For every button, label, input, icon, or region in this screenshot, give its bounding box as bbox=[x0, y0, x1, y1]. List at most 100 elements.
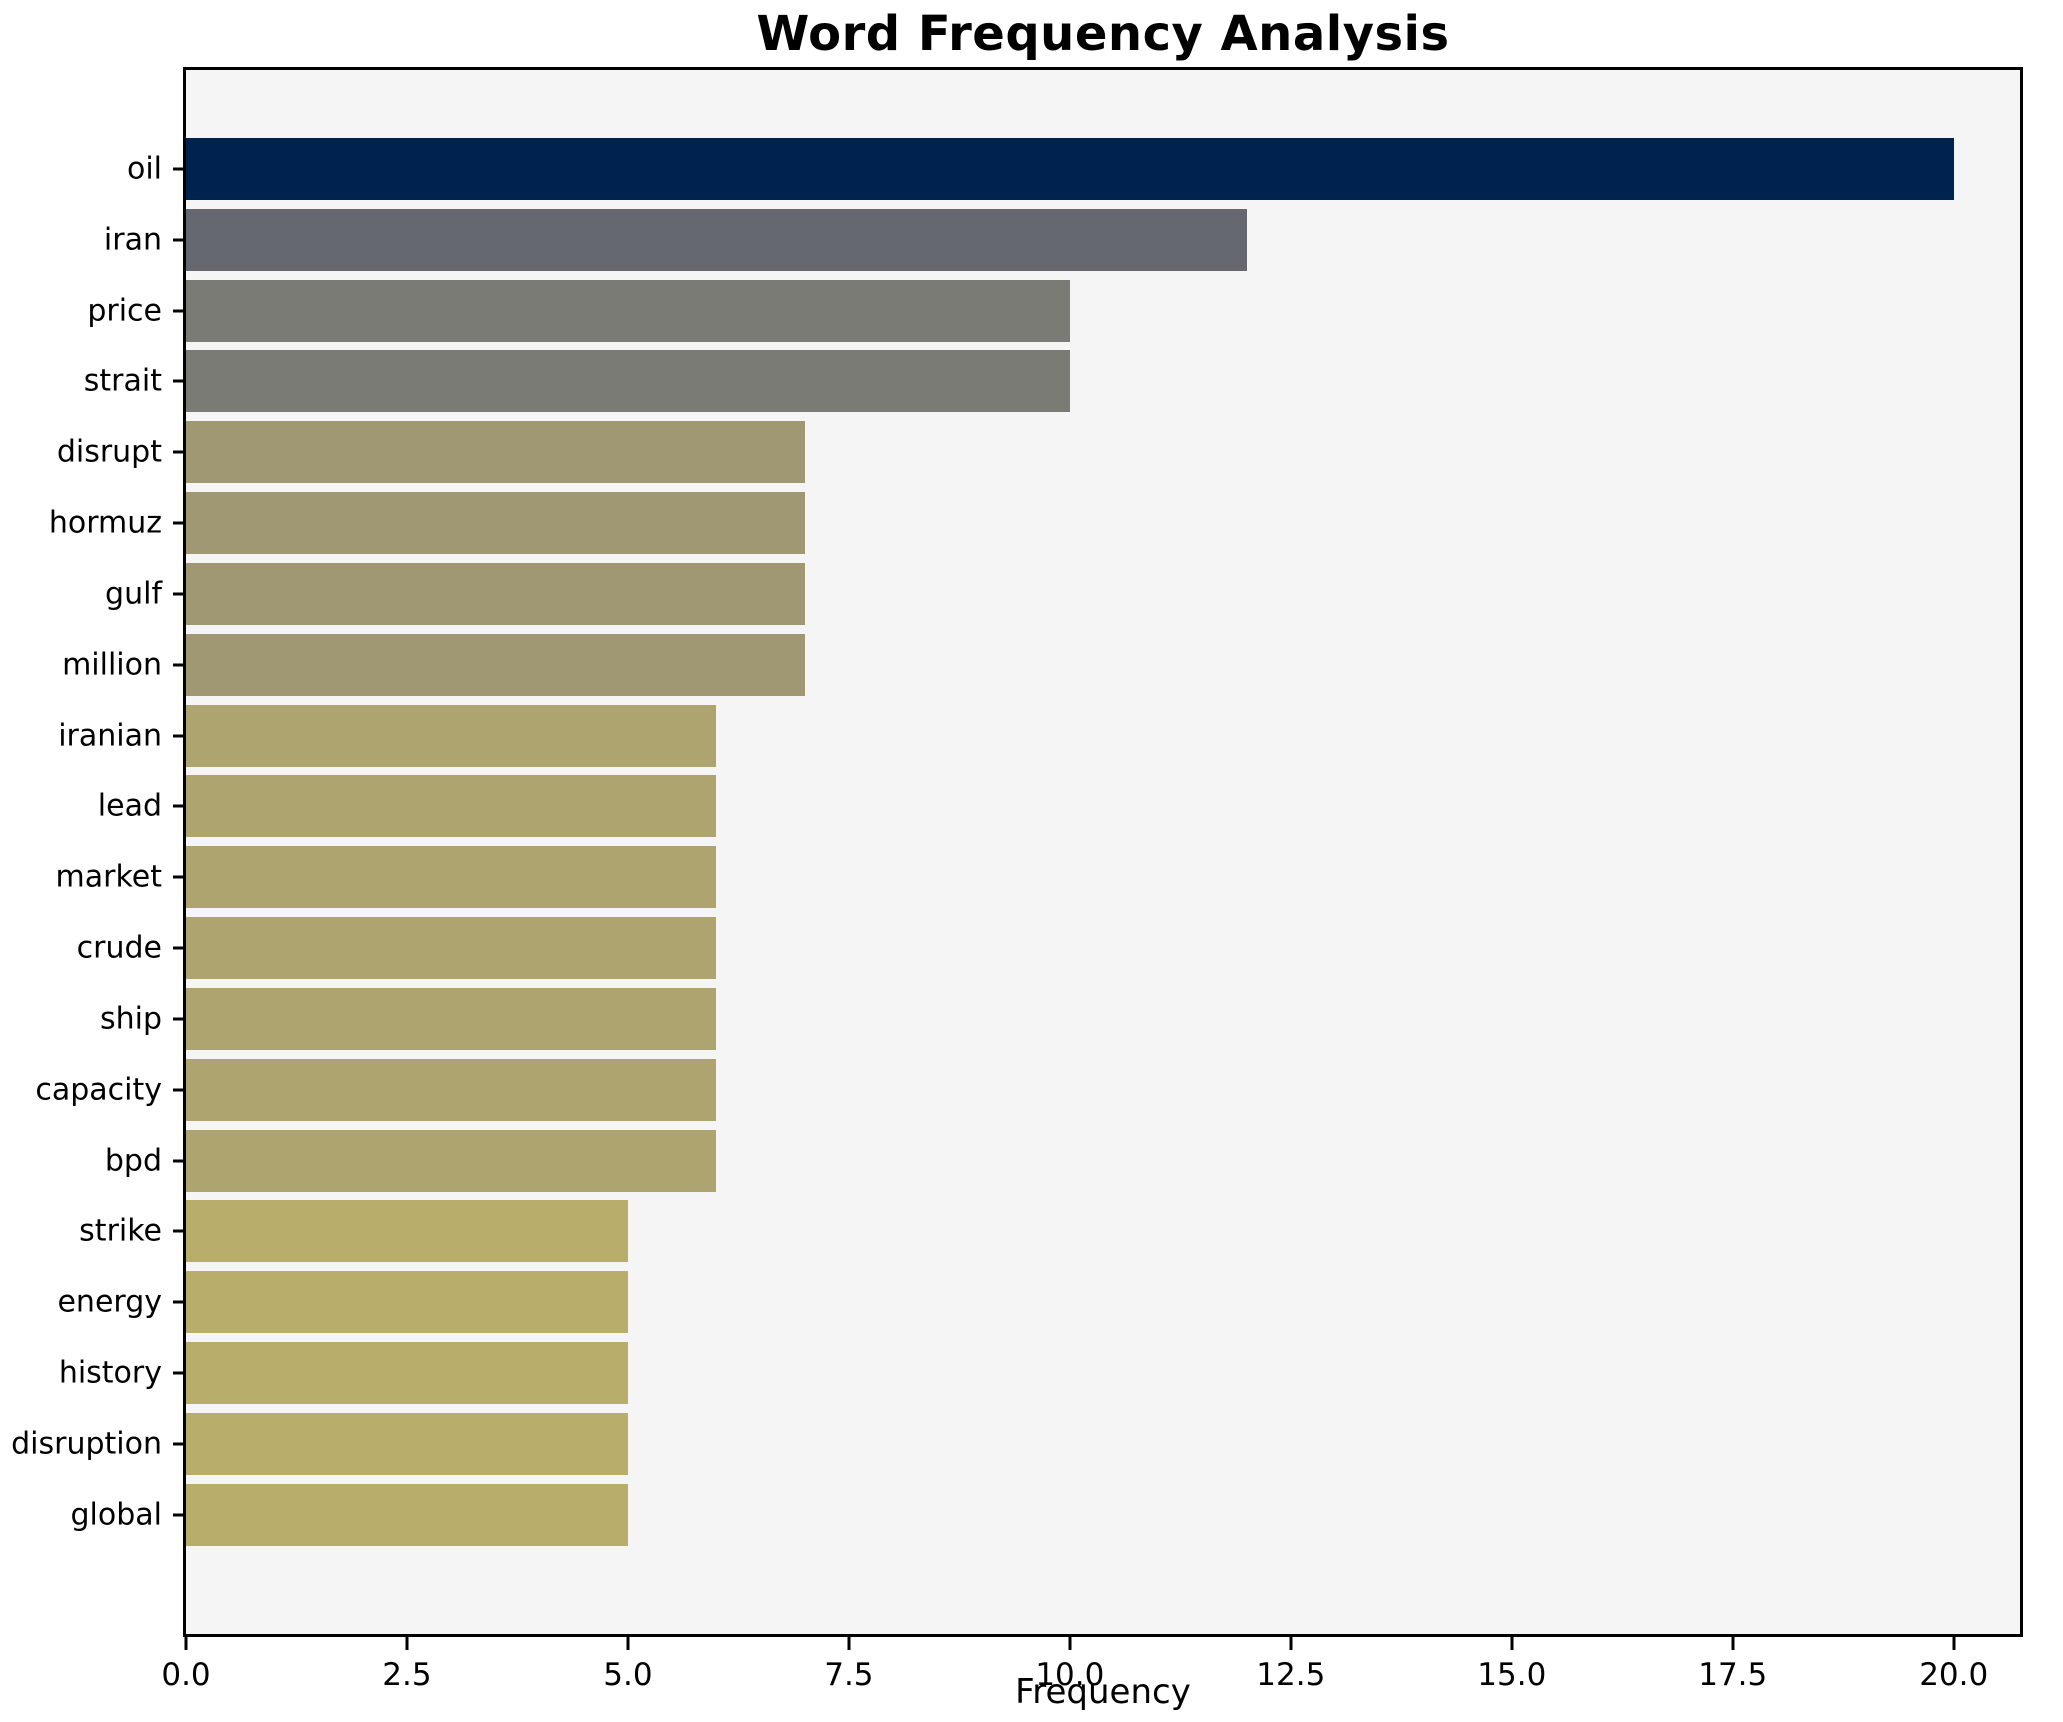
y-tick-label: oil bbox=[126, 151, 162, 187]
x-tick-label: 12.5 bbox=[1256, 1657, 1326, 1693]
y-tick-mark bbox=[173, 379, 186, 383]
x-axis: 0.0 2.5 5.0 7.5 10.0 12.5 15.0 17.5 20.0 bbox=[161, 1637, 2020, 1722]
y-tick-label: capacity bbox=[35, 1072, 162, 1108]
y-tick-label: history bbox=[58, 1355, 162, 1391]
x-tick-mark bbox=[1731, 1637, 1735, 1650]
bar bbox=[186, 562, 805, 625]
y-tick-label: global bbox=[70, 1497, 163, 1533]
y-tick-mark bbox=[173, 1159, 186, 1163]
y-tick-mark bbox=[173, 663, 186, 667]
bar-row: disrupt bbox=[57, 421, 2020, 484]
bar-row: iran bbox=[104, 208, 2020, 271]
x-tick-label: 2.5 bbox=[382, 1657, 432, 1693]
y-tick-mark bbox=[173, 734, 186, 738]
y-tick-mark bbox=[173, 804, 186, 808]
y-tick-mark bbox=[173, 592, 186, 596]
x-axis-label: Frequency bbox=[1015, 1672, 1191, 1712]
y-tick-label: price bbox=[87, 293, 162, 329]
bar bbox=[186, 987, 717, 1050]
bar bbox=[186, 1058, 717, 1121]
bar bbox=[186, 633, 805, 696]
y-tick-mark bbox=[173, 1229, 186, 1233]
y-tick-label: iran bbox=[103, 222, 162, 258]
x-tick-mark bbox=[1289, 1637, 1293, 1650]
bar-row: million bbox=[62, 633, 2020, 696]
y-tick-label: disrupt bbox=[56, 434, 162, 470]
x-tick-mark bbox=[626, 1637, 630, 1650]
bar bbox=[186, 1483, 628, 1546]
x-tick-label: 20.0 bbox=[1919, 1657, 1989, 1693]
bar-row: strait bbox=[84, 350, 2020, 413]
y-tick-label: disruption bbox=[11, 1426, 162, 1462]
bar-rows-container: oil iran price strait disrupt hormuz gulf milli… bbox=[11, 70, 2020, 1634]
x-tick-mark bbox=[1952, 1637, 1956, 1650]
bar-row: market bbox=[56, 846, 2020, 909]
x-tick-mark bbox=[1510, 1637, 1514, 1650]
bar bbox=[186, 1271, 628, 1334]
bar bbox=[186, 917, 717, 980]
y-tick-label: strait bbox=[83, 363, 162, 399]
bar bbox=[186, 1412, 628, 1475]
plot-area: oil iran price strait disrupt hormuz gulf milli… bbox=[11, 67, 2023, 1637]
y-tick-mark bbox=[173, 875, 186, 879]
y-tick-mark bbox=[173, 1300, 186, 1304]
y-tick-mark bbox=[173, 1371, 186, 1375]
bar-row: oil bbox=[127, 138, 2020, 200]
y-tick-label: bpd bbox=[104, 1143, 162, 1179]
y-tick-label: market bbox=[55, 859, 162, 895]
y-tick-mark bbox=[173, 946, 186, 950]
y-tick-mark bbox=[173, 450, 186, 454]
y-tick-mark bbox=[173, 1017, 186, 1021]
bar-row: gulf bbox=[105, 562, 2020, 625]
x-tick-mark bbox=[405, 1637, 409, 1650]
bar-row: global bbox=[71, 1483, 2020, 1546]
bar bbox=[186, 421, 805, 484]
bar bbox=[186, 704, 717, 767]
bar bbox=[186, 1200, 628, 1263]
bar-row: history bbox=[59, 1342, 2020, 1405]
bar bbox=[186, 350, 1070, 413]
bar-row: iranian bbox=[58, 704, 2020, 767]
x-tick-label: 15.0 bbox=[1477, 1657, 1547, 1693]
y-tick-label: energy bbox=[57, 1284, 162, 1320]
y-tick-label: crude bbox=[76, 930, 162, 966]
x-tick-mark bbox=[184, 1637, 188, 1650]
bar bbox=[186, 208, 1247, 271]
y-tick-label: ship bbox=[99, 1001, 162, 1037]
y-tick-mark bbox=[173, 309, 186, 313]
x-tick-mark bbox=[1068, 1637, 1072, 1650]
bar-row: energy bbox=[57, 1271, 2020, 1334]
bar-row: lead bbox=[98, 775, 2020, 838]
x-tick-label: 5.0 bbox=[603, 1657, 653, 1693]
bar-row: strike bbox=[79, 1200, 2020, 1263]
y-tick-mark bbox=[173, 238, 186, 242]
bar-row: hormuz bbox=[49, 492, 2020, 555]
bar bbox=[186, 138, 1954, 200]
x-tick-label: 17.5 bbox=[1698, 1657, 1768, 1693]
x-tick-label: 10.0 bbox=[1035, 1657, 1105, 1693]
bar bbox=[186, 846, 717, 909]
y-tick-mark bbox=[173, 1442, 186, 1446]
x-tick-mark bbox=[847, 1637, 851, 1650]
bar-row: capacity bbox=[35, 1058, 2020, 1121]
bar-row: ship bbox=[100, 987, 2020, 1050]
y-tick-label: strike bbox=[79, 1213, 162, 1249]
x-tick-label: 7.5 bbox=[824, 1657, 874, 1693]
y-tick-label: lead bbox=[97, 788, 162, 824]
bar-row: bpd bbox=[105, 1129, 2020, 1192]
bar-row: disruption bbox=[11, 1412, 2020, 1475]
x-tick-label: 0.0 bbox=[161, 1657, 211, 1693]
bar-row: crude bbox=[77, 917, 2020, 980]
bar-row: price bbox=[87, 279, 2020, 342]
bar bbox=[186, 492, 805, 555]
y-tick-label: hormuz bbox=[48, 505, 162, 541]
y-tick-mark bbox=[173, 1513, 186, 1517]
bar bbox=[186, 1342, 628, 1405]
y-tick-label: gulf bbox=[105, 576, 162, 612]
chart-title: Word Frequency Analysis bbox=[756, 6, 1450, 62]
y-tick-mark bbox=[173, 521, 186, 525]
y-tick-mark bbox=[173, 167, 186, 171]
bar bbox=[186, 279, 1070, 342]
bar bbox=[186, 1129, 717, 1192]
